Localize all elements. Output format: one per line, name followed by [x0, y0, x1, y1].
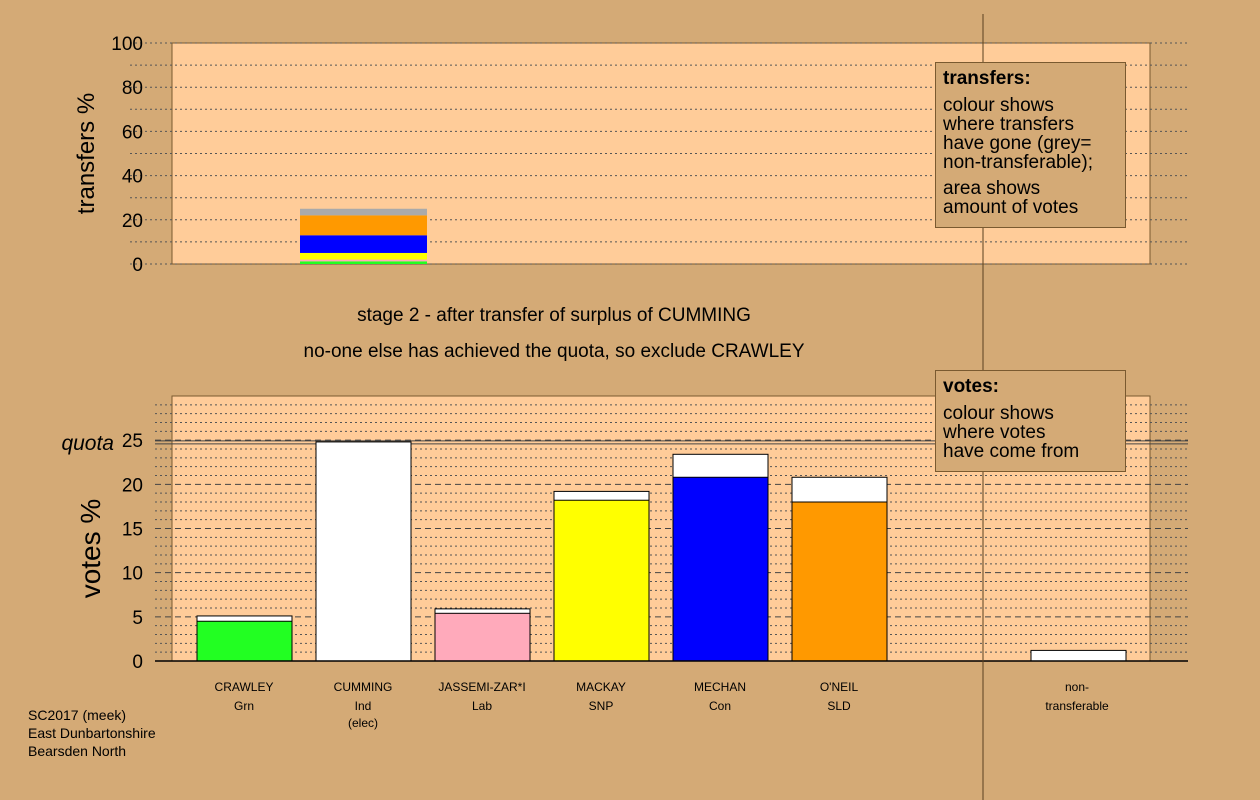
- votes-legend-line: where votes: [943, 422, 1046, 443]
- votes-legend-title: votes:: [943, 376, 999, 397]
- transfers-legend-line: area shows: [943, 178, 1041, 199]
- transfers-tick-label: 60: [122, 122, 143, 143]
- transfers-legend-title: transfers:: [943, 68, 1031, 89]
- transfer-segment-snp: [300, 252, 427, 260]
- candidate-name: MECHAN: [693, 680, 746, 694]
- vote-bar-first-pref: [196, 620, 293, 662]
- candidate-party: Ind: [354, 699, 372, 713]
- votes-tick-label: 15: [122, 520, 143, 541]
- nontransferable-label-line2: transferable: [1045, 699, 1109, 713]
- candidate-label-jassemi-zari: JASSEMI-ZAR*I Lab: [422, 678, 542, 716]
- transfer-segment-sld: [300, 215, 427, 236]
- transfer-segment-lab: [300, 259, 427, 262]
- vote-bar-first-pref: [672, 476, 769, 662]
- votes-legend-line: have come from: [943, 441, 1080, 462]
- votes-legend-line: colour shows: [943, 403, 1054, 424]
- votes-legend: votes: colour shows where votes have com…: [935, 370, 1126, 472]
- transfers-legend-line: have gone (grey=: [943, 133, 1092, 154]
- vote-bar-first-pref: [315, 441, 412, 662]
- votes-tick-label: 5: [132, 608, 143, 629]
- vote-bar-nontransferable: [1030, 649, 1127, 662]
- candidate-party: SNP: [588, 699, 614, 713]
- candidate-name: CUMMING: [333, 680, 393, 694]
- transfers-legend-line: non-transferable);: [943, 152, 1093, 173]
- candidate-label-mackay: MACKAY SNP: [541, 678, 661, 716]
- candidate-name: O'NEIL: [819, 680, 859, 694]
- transfer-segment-con: [300, 235, 427, 253]
- transfers-legend-line: amount of votes: [943, 197, 1079, 218]
- votes-tick-label: 20: [122, 475, 143, 496]
- quota-label: quota: [61, 432, 114, 455]
- votes-tick-label: 10: [122, 564, 143, 585]
- vote-bar-first-pref: [553, 499, 650, 662]
- candidate-party: Grn: [233, 699, 254, 713]
- nontransferable-label: non- transferable: [1017, 678, 1137, 716]
- votes-tick-label: 25: [122, 431, 143, 452]
- transfers-y-axis-label: transfers %: [73, 93, 100, 214]
- candidate-party: Con: [708, 699, 731, 713]
- transfers-tick-label: 100: [111, 34, 143, 55]
- transfers-legend-line: colour shows: [943, 95, 1054, 116]
- candidate-label-cumming: CUMMING Ind (elec): [303, 678, 423, 733]
- candidate-party: SLD: [827, 699, 851, 713]
- transfer-segment-nontransferable: [300, 208, 427, 216]
- votes-tick-label: 0: [132, 652, 143, 673]
- candidate-label-mechan: MECHAN Con: [660, 678, 780, 716]
- vote-bar-first-pref: [434, 612, 531, 662]
- action-caption: no-one else has achieved the quota, so e…: [303, 341, 805, 362]
- candidate-label-oneil: O'NEIL SLD: [779, 678, 899, 716]
- candidate-name: MACKAY: [576, 680, 626, 694]
- transfers-tick-label: 20: [122, 211, 143, 232]
- footer-council: East Dunbartonshire: [28, 725, 156, 741]
- votes-y-axis-label: votes %: [75, 499, 106, 599]
- transfers-tick-label: 40: [122, 167, 143, 188]
- footer-scheme: SC2017 (meek): [28, 707, 127, 723]
- nontransferable-label-line1: non-: [1064, 680, 1090, 694]
- candidate-name: CRAWLEY: [214, 680, 274, 694]
- footer-ward: Bearsden North: [28, 743, 127, 759]
- candidate-party: Lab: [471, 699, 493, 713]
- transfers-legend: transfers: colour shows where transfers …: [935, 62, 1126, 228]
- transfers-tick-label: 80: [122, 78, 143, 99]
- candidate-label-crawley: CRAWLEY Grn: [184, 678, 304, 716]
- transfers-tick-label: 0: [132, 255, 143, 276]
- candidate-note: (elec): [347, 716, 378, 730]
- vote-bar-first-pref: [791, 501, 888, 662]
- stage-caption: stage 2 - after transfer of surplus of C…: [357, 305, 751, 326]
- candidate-name: JASSEMI-ZAR*I: [438, 680, 526, 694]
- transfers-legend-line: where transfers: [943, 114, 1074, 135]
- transfer-segment-grn: [300, 261, 427, 264]
